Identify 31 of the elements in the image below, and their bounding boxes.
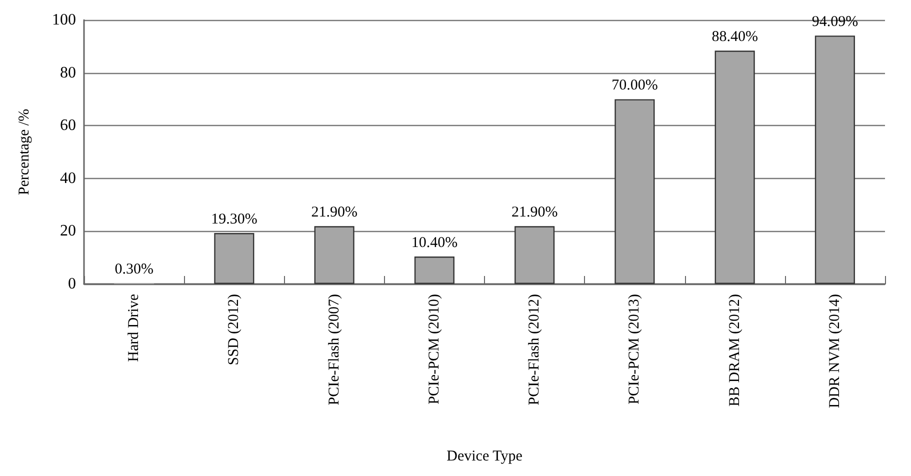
bar bbox=[614, 99, 655, 284]
y-tick-label: 100 bbox=[52, 12, 76, 28]
y-tick-label: 0 bbox=[68, 276, 76, 292]
bar bbox=[714, 50, 755, 284]
bar bbox=[514, 226, 555, 284]
x-tick-label: DDR NVM (2014) bbox=[826, 294, 843, 408]
data-label: 10.40% bbox=[411, 235, 458, 252]
data-label: 19.30% bbox=[211, 212, 258, 228]
data-label: 70.00% bbox=[612, 78, 658, 94]
x-tick-label: PCIe-Flash (2012) bbox=[526, 294, 543, 406]
x-tick-label: Hard Drive bbox=[126, 294, 142, 362]
data-label: 88.40% bbox=[712, 29, 758, 46]
bar bbox=[314, 226, 354, 284]
x-tick-label: PCIe-PCM (2013) bbox=[626, 294, 643, 404]
y-tick-label: 20 bbox=[60, 222, 76, 240]
x-tick-label: BB DRAM (2012) bbox=[726, 294, 743, 407]
bar bbox=[814, 36, 855, 284]
data-label: 21.90% bbox=[311, 204, 358, 221]
x-tick-label: SSD (2012) bbox=[226, 294, 242, 366]
x-axis-title: Device Type bbox=[446, 448, 523, 464]
y-tick-label: 80 bbox=[60, 64, 76, 82]
y-tick-label: 40 bbox=[60, 170, 76, 187]
y-tick-label: 60 bbox=[60, 117, 76, 134]
y-axis-title: Percentage /% bbox=[16, 108, 32, 196]
data-label: 21.90% bbox=[511, 204, 558, 221]
data-label: 0.30% bbox=[114, 262, 154, 278]
bar bbox=[214, 233, 254, 284]
data-label: 94.09% bbox=[812, 14, 858, 30]
bar bbox=[414, 256, 454, 284]
x-tick-label: PCIe-PCM (2010) bbox=[426, 294, 442, 404]
x-tick-label: PCIe-Flash (2007) bbox=[326, 294, 342, 406]
